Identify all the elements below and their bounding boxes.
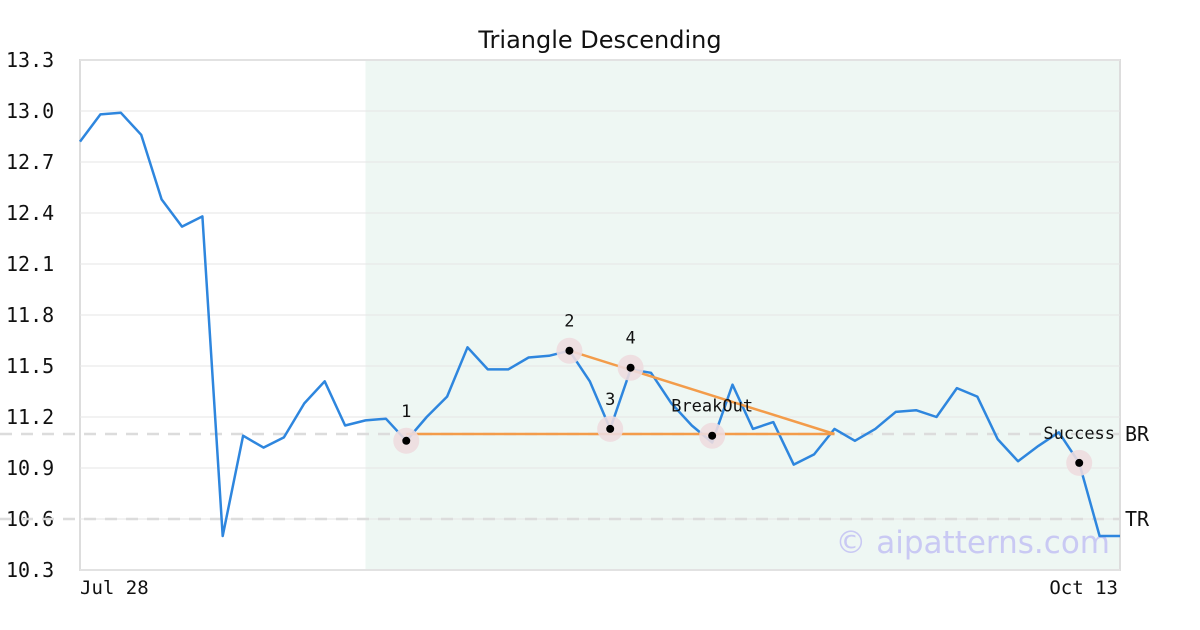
- y-tick-label: 13.3: [6, 48, 54, 72]
- pattern-point: [565, 346, 574, 355]
- y-tick-label: 12.7: [6, 150, 54, 174]
- pattern-point-label: 3: [605, 390, 615, 410]
- pattern-point: [708, 431, 717, 440]
- price-series: [78, 111, 1120, 538]
- pattern-annotations: 1 2 3 4 BreakOut Success: [393, 312, 1115, 476]
- y-tick-label: 12.1: [6, 252, 54, 276]
- y-tick-label: 11.2: [6, 405, 54, 429]
- gridlines: [80, 59, 1120, 571]
- pattern-point: [402, 436, 411, 445]
- reference-line-label: BR: [1125, 422, 1150, 446]
- y-tick-label: 10.9: [6, 456, 54, 480]
- x-axis-ticks: Jul 28 Oct 13: [80, 577, 1118, 599]
- pattern-point-label: 1: [401, 402, 411, 422]
- watermark: © aipatterns.com: [835, 525, 1110, 561]
- pattern-point: [1075, 458, 1084, 467]
- chart-title: Triangle Descending: [477, 26, 721, 54]
- price-line: [78, 111, 1120, 538]
- y-tick-label: 10.3: [6, 558, 54, 582]
- reference-line-label: TR: [1125, 507, 1150, 531]
- y-tick-label: 13.0: [6, 99, 54, 123]
- y-tick-label: 12.4: [6, 201, 54, 225]
- y-tick-label: 11.5: [6, 354, 54, 378]
- pattern-point-label: 2: [564, 312, 574, 332]
- pattern-point: [626, 363, 635, 372]
- y-tick-label: 11.8: [6, 303, 54, 327]
- reference-lines: BR TR: [0, 422, 1150, 531]
- pattern-point-label: Success: [1043, 424, 1115, 444]
- pattern-point: [606, 424, 615, 433]
- pattern-point-label: BreakOut: [671, 397, 753, 417]
- x-tick-label: Oct 13: [1049, 577, 1118, 599]
- x-tick-label: Jul 28: [80, 577, 149, 599]
- pattern-trendline: [569, 349, 835, 436]
- y-axis-ticks: 10.310.610.911.211.511.812.112.412.713.0…: [6, 48, 54, 582]
- pattern-point-label: 4: [625, 329, 635, 349]
